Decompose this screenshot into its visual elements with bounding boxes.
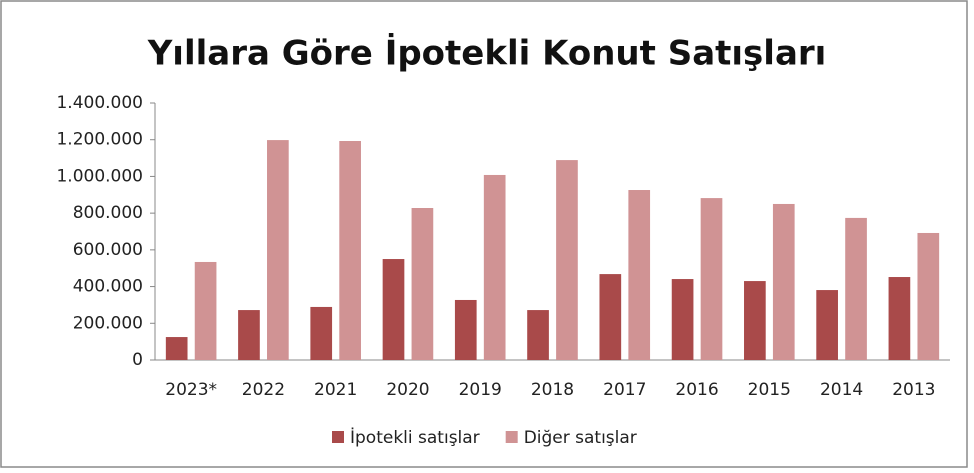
y-tick-label: 1.200.000 <box>56 130 143 150</box>
x-tick-label: 2014 <box>820 380 863 400</box>
y-tick-label: 0 <box>132 350 143 370</box>
x-tick-label: 2017 <box>603 380 646 400</box>
x-tick-label: 2013 <box>892 380 935 400</box>
bar <box>483 174 506 360</box>
bar <box>382 259 405 360</box>
bar <box>816 290 838 360</box>
legend-label: İpotekli satışlar <box>350 427 480 448</box>
y-tick-label: 1.400.000 <box>56 93 143 113</box>
bar <box>267 140 289 360</box>
bar <box>888 277 911 360</box>
x-tick-label: 2016 <box>675 380 718 400</box>
legend-swatch <box>505 431 518 443</box>
x-tick-label: 2019 <box>459 380 502 400</box>
bar <box>772 203 795 360</box>
bar <box>671 279 694 360</box>
x-tick-label: 2022 <box>242 380 285 400</box>
y-tick-label: 1.000.000 <box>56 166 143 186</box>
y-tick-label: 400.000 <box>73 277 143 297</box>
chart-title: Yıllara Göre İpotekli Konut Satışları <box>147 33 827 74</box>
bar <box>599 274 622 360</box>
y-tick-label: 200.000 <box>73 313 143 333</box>
bar <box>165 337 188 360</box>
y-tick-label: 800.000 <box>73 203 143 223</box>
bar <box>700 198 723 360</box>
bar <box>411 208 434 360</box>
bar <box>917 232 940 360</box>
bar <box>845 217 867 360</box>
bar <box>744 281 766 360</box>
x-tick-label: 2023* <box>165 380 217 400</box>
y-tick-label: 600.000 <box>73 240 143 260</box>
x-tick-label: 2018 <box>531 380 574 400</box>
legend-label: Diğer satışlar <box>524 428 637 448</box>
x-tick-label: 2015 <box>748 380 791 400</box>
bar <box>527 310 549 360</box>
x-tick-label: 2020 <box>386 380 429 400</box>
bar <box>238 310 260 360</box>
bar <box>556 160 578 360</box>
bar <box>310 306 333 360</box>
bar <box>194 261 217 360</box>
x-tick-label: 2021 <box>314 380 357 400</box>
bar <box>339 140 361 360</box>
bar <box>628 190 651 360</box>
bar <box>454 299 477 360</box>
legend-swatch <box>332 431 344 443</box>
